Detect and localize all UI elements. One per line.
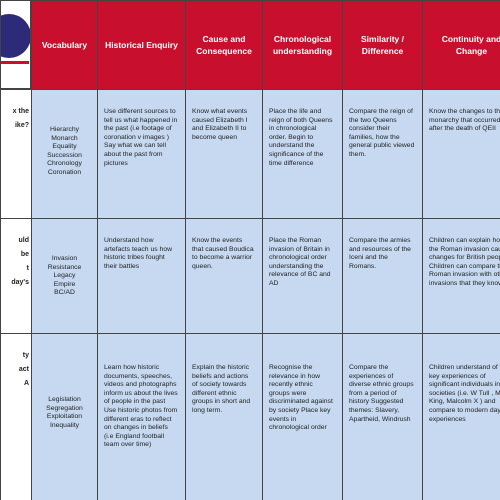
cell-text: Use different sources to tell us what ha… — [104, 108, 178, 167]
vocabulary-word: Invasion — [51, 255, 78, 262]
vocabulary-list: Legislation Segregation Exploitation Inequa… — [32, 396, 97, 430]
row-image-cell: uld be t day's — [0, 218, 32, 334]
cell-text: Place the Roman invasion of Britain in c… — [269, 237, 331, 287]
content-cell: Know the changes to the monarchy that oc… — [422, 89, 500, 219]
row-title-fragment: t — [26, 265, 29, 272]
logo — [1, 14, 30, 64]
vocabulary-cell: Invasion Resistance Legacy Empire BC/AD — [31, 218, 98, 334]
row-image-cell: x the ike? — [0, 89, 32, 219]
cell-text: Know the changes to the monarchy that oc… — [429, 108, 500, 133]
vocabulary-word: Inequality — [49, 421, 80, 429]
row-image-cell: ty act A — [0, 333, 32, 500]
vocabulary-word: Coronation — [47, 168, 82, 176]
cell-text: Children can explain how the Roman invas… — [429, 237, 500, 287]
cell-text: Explain the historic beliefs and actions… — [192, 364, 251, 414]
logo-cell — [0, 0, 31, 89]
content-cell: Children understand of the key experienc… — [422, 333, 500, 500]
cell-text: Place the life and reign of both Queens … — [269, 108, 333, 167]
column-header: Historical Enquiry — [97, 0, 186, 90]
vocabulary-word: Chronology — [47, 160, 82, 168]
column-header: Continuity and Change — [422, 0, 500, 90]
row-title-fragment: act — [18, 366, 29, 373]
content-cell: Place the Roman invasion of Britain in c… — [262, 218, 343, 334]
cell-text: Compare the reign of the two Queens cons… — [349, 108, 415, 158]
cell-text: Learn how historic documents, speeches, … — [104, 364, 178, 449]
content-cell: Recognise the relevance in how recently … — [262, 333, 343, 500]
column-header: Similarity / Difference — [342, 0, 423, 90]
vocabulary-list: Hierarchy Monarch Equality Succession Chrono… — [32, 126, 97, 178]
vocabulary-word: Segregation — [46, 404, 83, 412]
cell-text: Children understand of the key experienc… — [429, 364, 500, 423]
content-cell: Understand how artefacts teach us how hi… — [97, 218, 186, 334]
column-header: Cause and Consequence — [185, 0, 263, 90]
content-cell: Explain the historic beliefs and actions… — [185, 333, 263, 500]
row-title-fragment: x the — [12, 108, 29, 115]
content-cell: Use different sources to tell us what ha… — [97, 89, 186, 219]
row-title-fragment: uld — [18, 237, 30, 244]
content-cell: Children can explain how the Roman invas… — [422, 218, 500, 334]
row-title-fragment: ty — [22, 352, 29, 359]
column-header: Vocabulary — [31, 0, 98, 90]
vocabulary-word: Monarch — [51, 134, 78, 142]
vocabulary-word: Legislation — [48, 396, 81, 403]
vocabulary-cell: Legislation Segregation Exploitation Inequa… — [31, 333, 98, 500]
cell-text: Compare the experiences of diverse ethni… — [349, 364, 414, 423]
vocabulary-word: Legacy — [53, 272, 76, 280]
cell-text: Understand how artefacts teach us how hi… — [104, 237, 173, 270]
content-cell: Compare the experiences of diverse ethni… — [342, 333, 423, 500]
row-title-fragment: be — [20, 251, 29, 258]
content-cell: Know the events that caused Boudica to b… — [185, 218, 263, 334]
column-header: Chronological understanding — [262, 0, 343, 90]
content-cell: Know what events caused Elizabeth I and … — [185, 89, 263, 219]
cell-text: Know the events that caused Boudica to b… — [192, 237, 254, 270]
vocabulary-word: Empire — [53, 280, 76, 288]
vocabulary-word: Resistance — [47, 263, 82, 271]
content-cell: Compare the reign of the two Queens cons… — [342, 89, 423, 219]
row-title-fragment: ike? — [14, 122, 29, 129]
content-cell: Learn how historic documents, speeches, … — [97, 333, 186, 500]
row-title-fragment: day's — [11, 279, 29, 286]
vocabulary-cell: Hierarchy Monarch Equality Succession Chrono… — [31, 89, 98, 219]
row-title-fragment: A — [23, 380, 29, 387]
vocabulary-list: Invasion Resistance Legacy Empire BC/AD — [32, 255, 97, 298]
cell-text: Compare the armies and resources of the … — [349, 237, 411, 270]
vocabulary-word: BC/AD — [54, 289, 75, 297]
content-cell: Place the life and reign of both Queens … — [262, 89, 343, 219]
vocabulary-word: Equality — [52, 143, 77, 151]
cell-text: Recognise the relevance in how recently … — [269, 364, 333, 432]
cell-text: Know what events caused Elizabeth I and … — [192, 108, 248, 141]
content-cell: Compare the armies and resources of the … — [342, 218, 423, 334]
vocabulary-word: Succession — [47, 151, 82, 159]
vocabulary-word: Exploitation — [46, 413, 83, 421]
vocabulary-word: Hierarchy — [49, 126, 80, 133]
